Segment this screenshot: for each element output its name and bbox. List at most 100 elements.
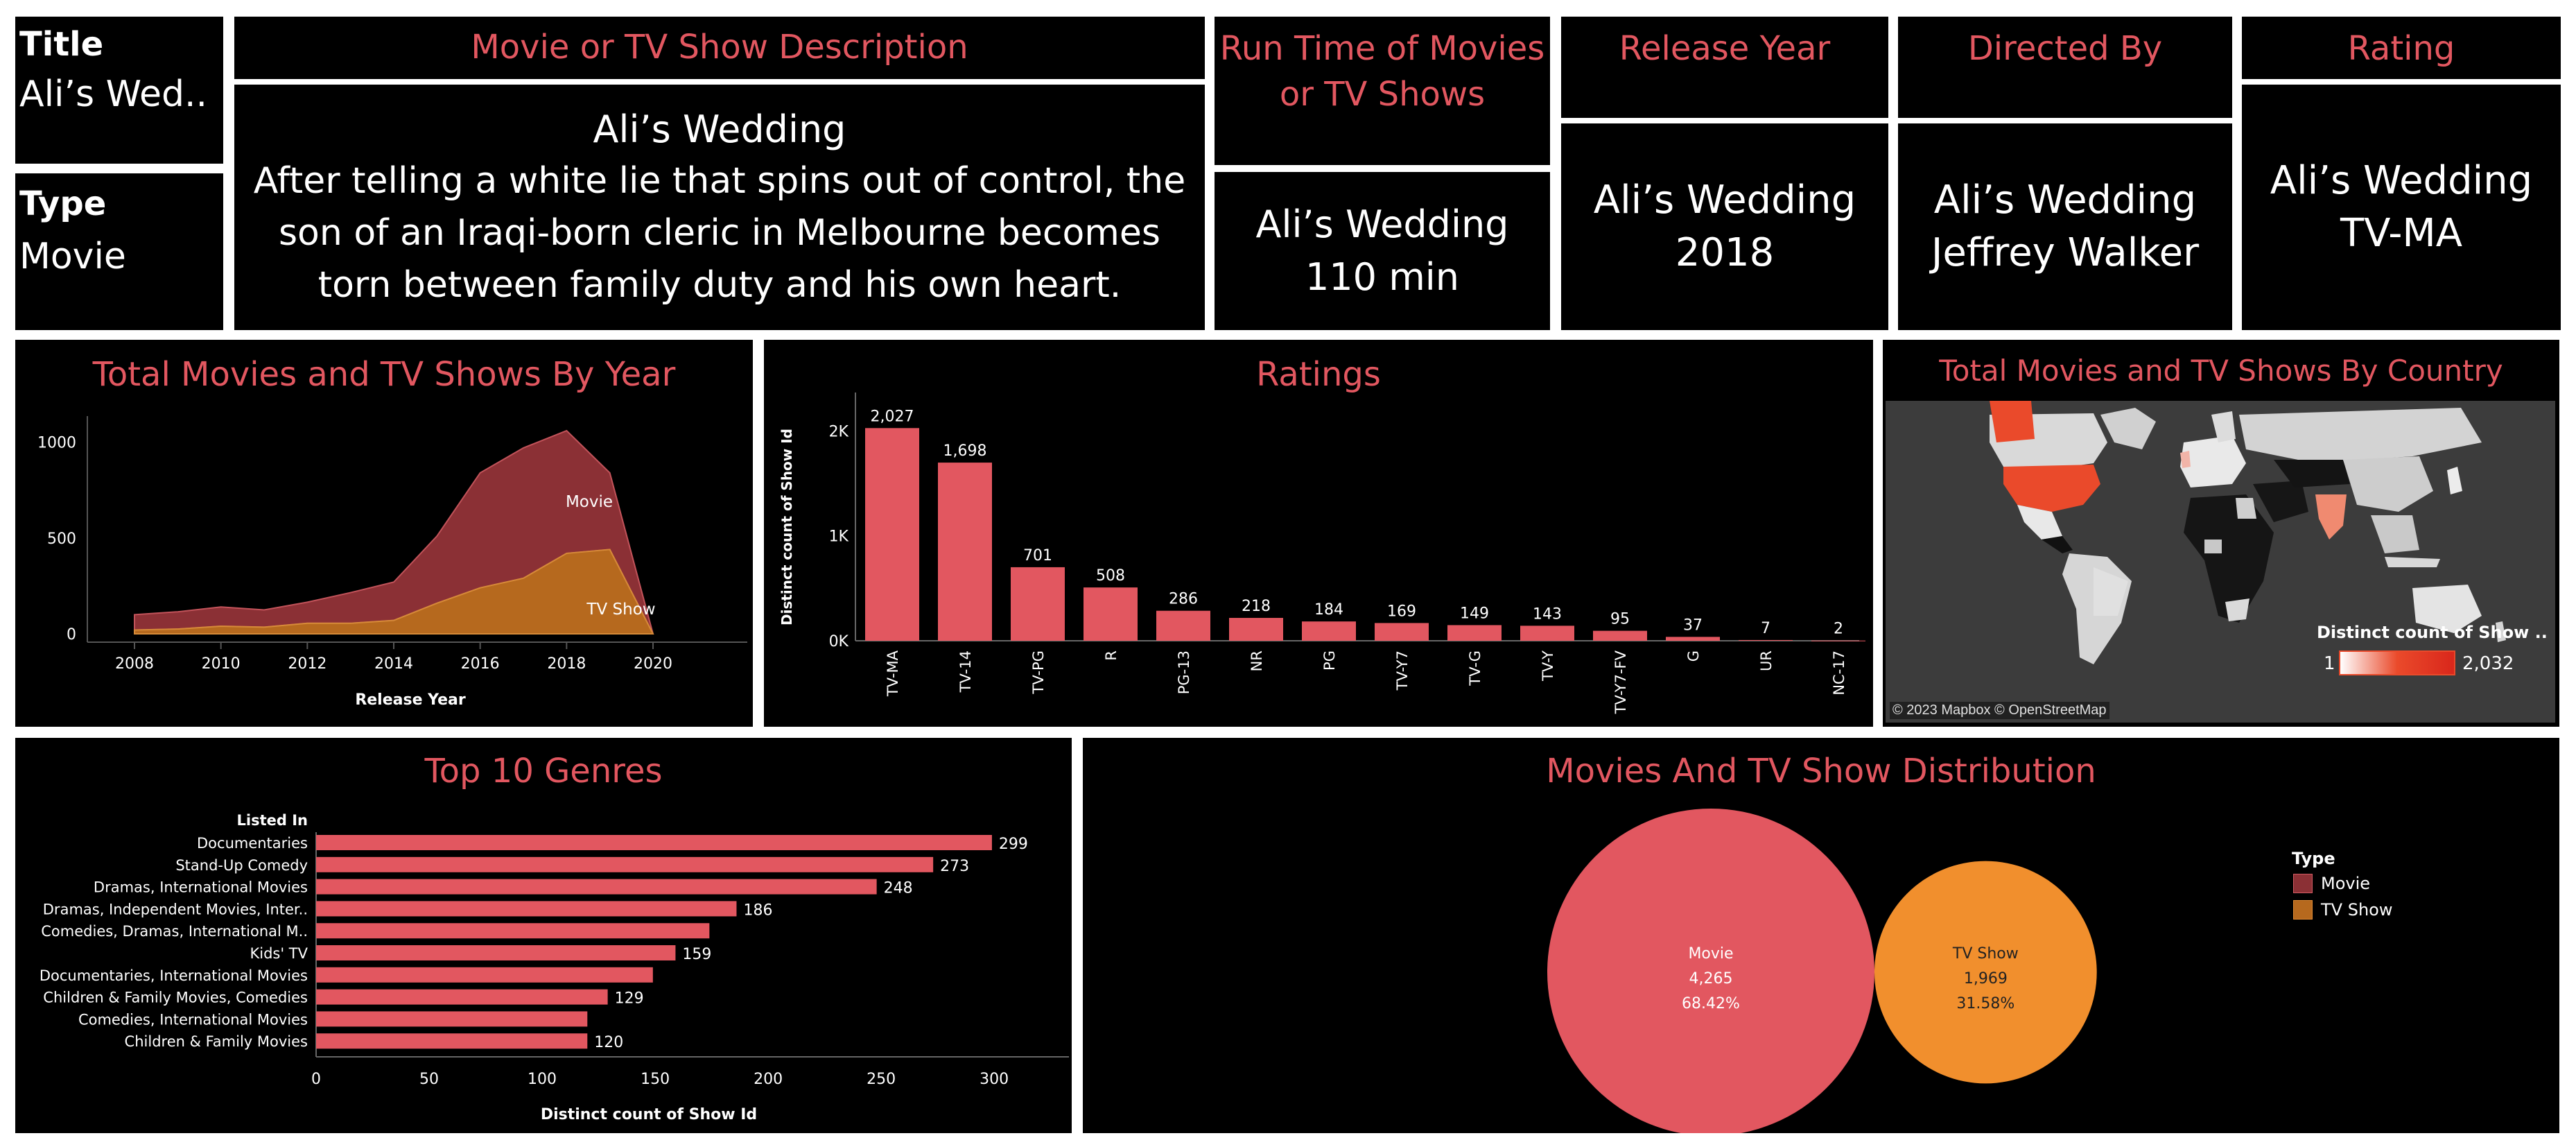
- genre-label: Comedies, International Movies: [78, 1011, 308, 1028]
- description-header-text: Movie or TV Show Description: [471, 28, 968, 67]
- x-tick-label: UR: [1758, 650, 1775, 671]
- rating-header-text: Rating: [2347, 29, 2455, 68]
- directed-by-name: Ali’s Wedding: [1933, 178, 2197, 223]
- genre-label: Dramas, Independent Movies, Inter..: [43, 901, 308, 917]
- x-tick-label: PG-13: [1176, 650, 1192, 694]
- legend-item-movie[interactable]: Movie: [2293, 874, 2370, 893]
- bubble-label-tvshow: 1,969: [1964, 970, 2008, 988]
- map-brazil: [2094, 567, 2128, 616]
- y-axis-title: Distinct count of Show Id: [778, 429, 795, 626]
- bar-value-label: 286: [1169, 591, 1198, 608]
- legend-swatch-tvshow: [2293, 900, 2313, 920]
- runtime-card: Ali’s Wedding 110 min: [1215, 172, 1550, 330]
- genres-chart: Listed In Documentaries 299 Stand-Up Comedy…: [40, 812, 1069, 1123]
- x-tick-label: 100: [528, 1071, 557, 1088]
- map-panel: Total Movies and TV Shows By Country: [1883, 340, 2559, 727]
- bar-pg-13: [1156, 610, 1210, 641]
- bar-value-label: 2: [1834, 621, 1843, 638]
- bar-value-label: 508: [1096, 567, 1125, 585]
- world-map: [1990, 401, 2506, 664]
- bar-value-label: 169: [1387, 603, 1416, 620]
- directed-by-header: Directed By: [1898, 17, 2232, 118]
- type-card-label: Type: [19, 184, 107, 223]
- genre-value-label: 129: [615, 990, 644, 1008]
- genre-bar: [316, 989, 608, 1005]
- legend-item-tvshow[interactable]: TV Show: [2293, 900, 2392, 920]
- series-label-tvshow: TV Show: [586, 601, 655, 619]
- x-tick-label: 150: [641, 1071, 670, 1088]
- bubble-label-tvshow: 31.58%: [1956, 995, 2014, 1012]
- y-tick-label: 0: [67, 626, 76, 644]
- genres-chart-panel: Top 10 Genres Listed In Documentaries 299 S…: [15, 738, 1072, 1133]
- map-legend-min: 1: [2324, 653, 2335, 674]
- type-card-value: Movie: [19, 236, 126, 277]
- genre-value-label: 248: [884, 880, 913, 897]
- x-tick-label: TV-Y7-FV: [1612, 650, 1629, 714]
- distribution-panel: Movies And TV Show Distribution Movie 4,2…: [1083, 738, 2559, 1133]
- genre-label: Dramas, International Movies: [94, 879, 308, 896]
- bar-tv-14: [938, 463, 992, 641]
- map-central-asia: [2274, 460, 2350, 488]
- series-label-movie: Movie: [566, 493, 613, 511]
- map-attribution[interactable]: © 2023 Mapbox © OpenStreetMap: [1890, 702, 2109, 719]
- map-title: Total Movies and TV Shows By Country: [1939, 354, 2503, 388]
- bar-value-label: 2,027: [871, 408, 914, 425]
- map-indonesia: [2385, 557, 2440, 567]
- x-tick-label: TV-PG: [1030, 650, 1047, 694]
- map-egypt: [2236, 498, 2256, 519]
- y-tick-label: 2K: [829, 423, 849, 440]
- genre-bar: [316, 1033, 588, 1049]
- map-greenland: [2100, 408, 2156, 449]
- x-tick-label: PG: [1321, 650, 1338, 671]
- genre-value-label: 159: [682, 946, 711, 963]
- map-uk: [2180, 451, 2191, 468]
- bubble-label-movie: 4,265: [1689, 970, 1733, 988]
- x-tick-label: 2016: [461, 655, 500, 673]
- genre-bar: [316, 879, 877, 895]
- year-chart-title: Total Movies and TV Shows By Year: [92, 355, 676, 394]
- bar-tv-g: [1447, 625, 1502, 641]
- map-nigeria: [2204, 540, 2222, 553]
- runtime-header-line2: or TV Shows: [1279, 75, 1486, 114]
- bar-tv-y: [1520, 626, 1574, 641]
- map-russia: [2239, 408, 2482, 463]
- bar-tv-ma: [865, 428, 919, 641]
- map-alaska: [1990, 401, 2035, 442]
- genre-bar: [316, 1011, 588, 1027]
- area-series-tvshow: [134, 549, 654, 635]
- directed-by-header-text: Directed By: [1967, 29, 2163, 68]
- category-header: Listed In: [237, 812, 308, 829]
- x-tick-label: 2014: [374, 655, 413, 673]
- year-chart-panel: Total Movies and TV Shows By Year 0 500 10…: [15, 340, 753, 727]
- genre-label: Documentaries, International Movies: [40, 967, 308, 984]
- release-year-card: Ali’s Wedding 2018: [1561, 123, 1888, 330]
- legend-label-movie: Movie: [2321, 874, 2371, 893]
- description-header: Movie or TV Show Description: [234, 17, 1205, 79]
- type-card: Type Movie: [15, 173, 223, 330]
- bar-ur: [1739, 639, 1793, 641]
- map-southeast-asia: [2371, 515, 2419, 553]
- rating-name: Ali’s Wedding: [2270, 158, 2533, 203]
- y-tick-label: 1K: [829, 528, 849, 546]
- x-tick-label: 2018: [547, 655, 586, 673]
- genre-value-label: 273: [940, 858, 969, 875]
- map-legend-max: 2,032: [2462, 653, 2514, 674]
- map-south-africa: [2225, 598, 2249, 621]
- title-card-value: Ali’s Wed..: [19, 74, 208, 115]
- genre-bar: [316, 901, 737, 917]
- map-mexico: [2017, 505, 2062, 540]
- map-australia: [2412, 585, 2482, 633]
- x-tick-label: 300: [980, 1071, 1009, 1088]
- genre-value-label: 299: [999, 836, 1028, 853]
- runtime-header: Run Time of Movies or TV Shows: [1215, 17, 1550, 165]
- bar-value-label: 95: [1610, 611, 1630, 628]
- map-europe: [2180, 435, 2246, 488]
- genre-label: Stand-Up Comedy: [175, 857, 308, 874]
- map-legend-title: Distinct count of Show ..: [2317, 623, 2548, 642]
- year-chart: 0 500 1000 2008 2010 2012 2014 2016 2018 2020 Rele…: [37, 416, 747, 709]
- map-canvas[interactable]: [1886, 401, 2555, 723]
- runtime-header-line1: Run Time of Movies: [1219, 29, 1545, 68]
- bar-tv-y7-fv: [1593, 630, 1647, 641]
- y-tick-label: 0K: [829, 633, 849, 650]
- title-card: Title Ali’s Wed..: [15, 17, 223, 164]
